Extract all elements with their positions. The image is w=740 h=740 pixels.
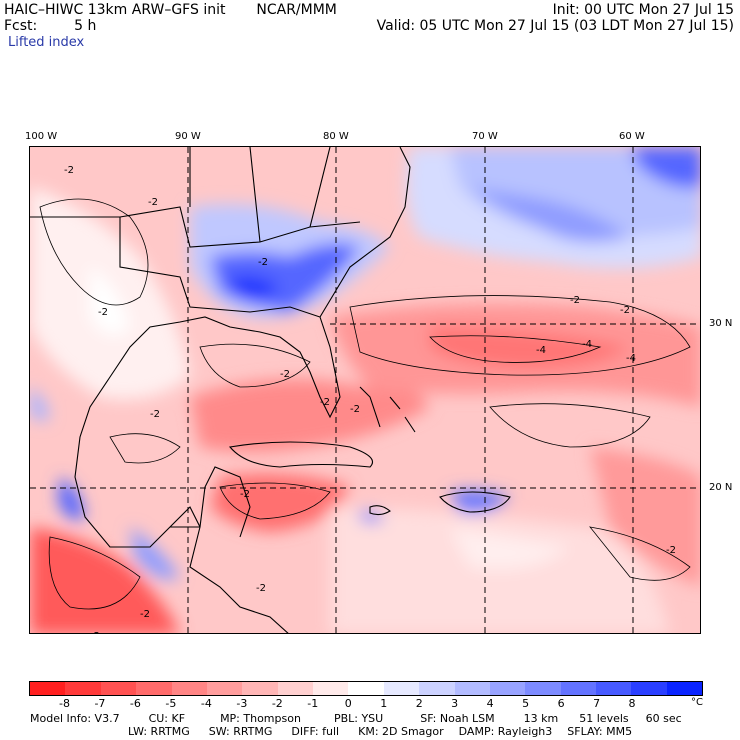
footer-sf: SF: Noah LSM [420, 712, 495, 725]
colorbar-cell [489, 682, 526, 695]
footer-sw: SW: RRTMG [208, 725, 273, 738]
model-title: HAIC–HIWC 13km ARW–GFS init [4, 2, 226, 18]
contour-label: -2 [240, 489, 250, 500]
colorbar-cell [596, 682, 632, 695]
footer-resolution: 13 km [523, 712, 559, 725]
graticule [30, 147, 700, 633]
lon-label-80w: 80 W [323, 131, 349, 142]
contour-label: -4 [536, 345, 546, 356]
colorbar-tick-label: -8 [58, 697, 70, 710]
contour-label: -2 [258, 257, 268, 268]
contour-label: -2 [98, 307, 108, 318]
fcst-label: Fcst: [4, 18, 38, 34]
footer-timestep: 60 sec [645, 712, 682, 725]
colorbar-tick-label: 0 [344, 697, 352, 710]
valid-time: Valid: 05 UTC Mon 27 Jul 15 (03 LDT Mon … [376, 18, 734, 34]
colorbar-tick-label: 8 [628, 697, 636, 710]
colorbar-cell [65, 682, 101, 695]
colorbar-tick-label: 6 [557, 697, 565, 710]
colorbar-cell [560, 682, 596, 695]
lat-label-20n: 20 N [709, 482, 733, 493]
lon-label-100w: 100 W [25, 131, 58, 142]
colorbar-cell [136, 682, 172, 695]
colorbar-cell [348, 682, 384, 695]
lon-label-70w: 70 W [472, 131, 498, 142]
colorbar-tick-label: 1 [380, 697, 388, 710]
colorbar-cell [206, 682, 243, 695]
contour-label: -2 [140, 609, 150, 620]
colorbar-cell [242, 682, 278, 695]
footer-sflay: SFLAY: MM5 [567, 725, 633, 738]
contour-labels: -2 -2 -2 -2 -2 -2 -2 -2 -2 -2 -2 -2 -4 -… [64, 165, 676, 634]
contour-label: -2 [320, 397, 330, 408]
contour-label: -2 [150, 409, 160, 420]
footer-damp: DAMP: Rayleigh3 [458, 725, 553, 738]
colorbar-unit: °C [691, 697, 703, 708]
footer-line2: LW: RRTMG SW: RRTMG DIFF: full KM: 2D Sm… [128, 725, 632, 738]
colorbar-cell [419, 682, 455, 695]
footer-diff: DIFF: full [291, 725, 340, 738]
colorbar-tick-label: -7 [94, 697, 106, 710]
map-canvas: -2 -2 -2 -2 -2 -2 -2 -2 -2 -2 -2 -2 -4 -… [30, 147, 700, 634]
colorbar-cell [631, 682, 667, 695]
colorbar-cell [666, 682, 703, 695]
contour-label: -2 [280, 369, 290, 380]
org-label: NCAR/MMM [256, 2, 337, 18]
footer-line1: Model Info: V3.7 CU: KF MP: Thompson PBL… [30, 712, 682, 725]
colorbar-cell [277, 682, 313, 695]
colorbar-tick-label: 4 [486, 697, 494, 710]
contour-label: -2 [666, 545, 676, 556]
footer-cu: CU: KF [148, 712, 186, 725]
colorbar-cell [30, 682, 66, 695]
colorbar-tick-label: 2 [415, 697, 423, 710]
contour-label: -2 [148, 197, 158, 208]
coastlines [30, 147, 511, 633]
contour-label: -2 [570, 295, 580, 306]
init-time: Init: 00 UTC Mon 27 Jul 15 [552, 2, 734, 18]
lon-label-60w: 60 W [619, 131, 645, 142]
colorbar-cell [454, 682, 490, 695]
contour-label: -2 [620, 305, 630, 316]
colorbar-cell [525, 682, 561, 695]
colorbar-tick-label: 7 [593, 697, 601, 710]
footer-lw: LW: RRTMG [128, 725, 190, 738]
colorbar-cell [171, 682, 207, 695]
colorbar-cell [100, 682, 137, 695]
colorbar-tick-label: -1 [307, 697, 319, 710]
colorbar-cell [383, 682, 420, 695]
lat-label-30n: 30 N [709, 318, 733, 329]
contour-label: -2 [64, 165, 74, 176]
contours [39, 198, 691, 610]
colorbar-tick-label: -5 [165, 697, 177, 710]
contour-label: -2 [350, 404, 360, 415]
fcst-value: 5 h [74, 18, 97, 34]
footer-km: KM: 2D Smagor [358, 725, 444, 738]
contour-label: -2 [256, 583, 266, 594]
contour-label: -4 [582, 339, 592, 350]
contour-label: -2 [90, 631, 100, 634]
lifted-index-map: -2 -2 -2 -2 -2 -2 -2 -2 -2 -2 -2 -2 -4 -… [29, 146, 701, 634]
colorbar [29, 681, 703, 696]
footer-pbl: PBL: YSU [333, 712, 384, 725]
footer-mp: MP: Thompson [220, 712, 301, 725]
colorbar-tick-label: 3 [451, 697, 459, 710]
colorbar-tick-label: -6 [129, 697, 141, 710]
footer-model-info: Model Info: V3.7 [30, 712, 120, 725]
colorbar-tick-label: -2 [271, 697, 283, 710]
field-name: Lifted index [8, 35, 85, 50]
colorbar-tick-label: 5 [522, 697, 530, 710]
lon-label-90w: 90 W [175, 131, 201, 142]
colorbar-cell [313, 682, 349, 695]
colorbar-tick-label: -3 [236, 697, 248, 710]
colorbar-tick-label: -4 [200, 697, 212, 710]
footer-levels: 51 levels [579, 712, 629, 725]
contour-label: -4 [626, 353, 636, 364]
